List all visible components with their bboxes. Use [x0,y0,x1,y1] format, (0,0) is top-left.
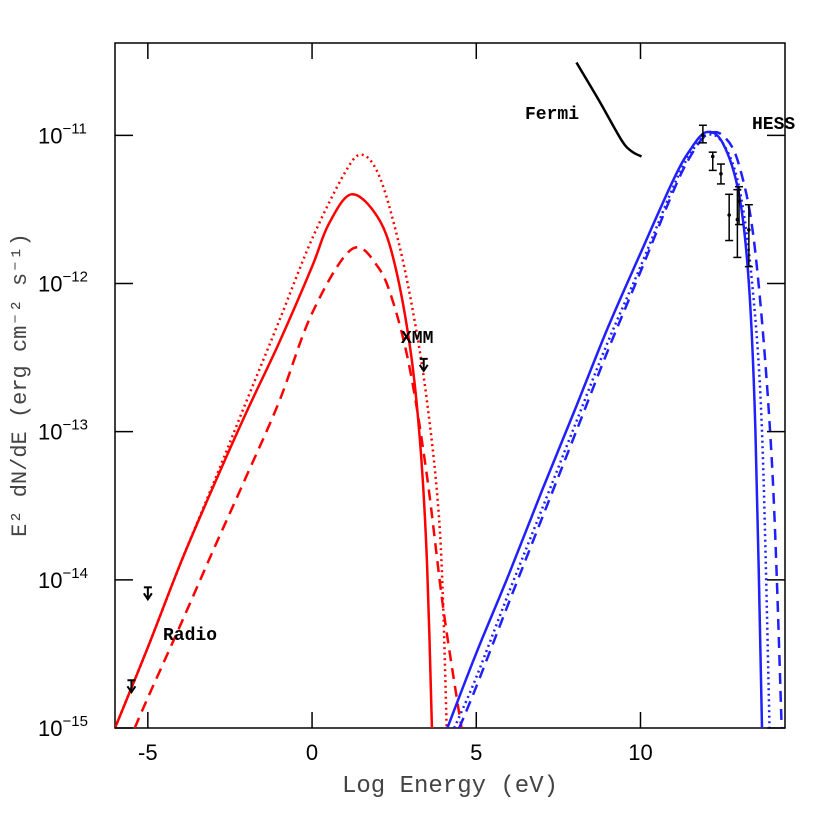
curve [458,130,783,728]
y-tick-label: 10−15 [38,713,88,741]
curve [115,153,448,728]
data-point [737,199,741,203]
curve [446,130,764,728]
plot-area [115,61,783,728]
y-tick-exponent: −11 [62,120,86,137]
data-point [747,228,751,232]
annotation: Radio [163,626,217,646]
upper-limit [143,586,153,602]
data-point [701,133,705,138]
curve [133,246,463,728]
y-tick-label: 10−11 [38,120,87,148]
curve [575,61,643,158]
annotation: Fermi [525,105,579,125]
annotation: XMM [401,329,433,349]
limit-arrow [126,685,137,695]
data-point [719,172,723,176]
plot-frame [114,42,786,729]
limit-arrow [418,364,429,373]
y-tick-exponent: −12 [62,269,87,286]
x-tick-label: 0 [306,740,318,765]
annotation: HESS [752,115,795,135]
y-tick-label: 10−14 [38,565,88,593]
curve [453,133,771,728]
y-tick-label: 10−12 [38,269,88,297]
data-point [710,154,715,159]
x-tick-label: -5 [138,740,158,765]
curve [115,193,434,728]
y-tick-exponent: −15 [62,713,87,730]
y-tick-label: 10−13 [38,417,88,445]
limit-arrow [143,592,153,602]
data-point [727,213,731,217]
upper-limit [418,357,429,373]
y-tick-exponent: −14 [62,565,87,582]
x-tick-label: 5 [470,740,482,765]
y-axis-label: E² dN/dE (erg cm⁻² s⁻¹) [8,233,33,537]
x-tick-label: 10 [628,740,652,765]
x-axis-label: Log Energy (eV) [342,773,558,800]
y-tick-exponent: −13 [62,417,87,434]
upper-limit [126,679,137,695]
